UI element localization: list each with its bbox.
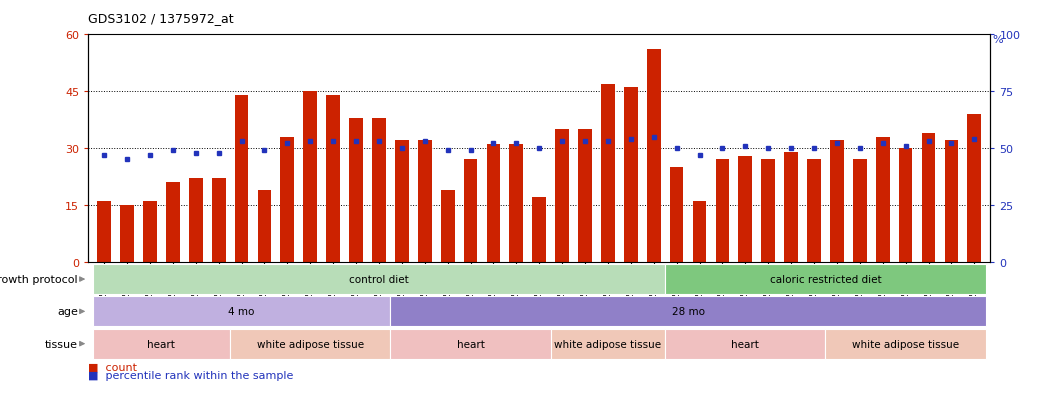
Bar [830, 141, 844, 262]
Bar [738, 156, 752, 262]
Bar [280, 138, 295, 262]
Bar [579, 130, 592, 262]
Bar [899, 149, 913, 262]
Bar [784, 152, 798, 262]
Bar [189, 179, 202, 262]
Bar [395, 141, 409, 262]
Text: heart: heart [731, 339, 759, 349]
Bar [647, 50, 661, 262]
Bar [441, 190, 454, 262]
Text: ■  count: ■ count [88, 362, 137, 372]
Bar [418, 141, 431, 262]
Bar [807, 160, 821, 262]
Bar [97, 202, 111, 262]
Bar [555, 130, 569, 262]
Bar [166, 183, 179, 262]
Text: GDS3102 / 1375972_at: GDS3102 / 1375972_at [88, 12, 233, 25]
Bar [257, 190, 272, 262]
Text: %: % [992, 35, 1003, 45]
Text: white adipose tissue: white adipose tissue [555, 339, 662, 349]
Text: growth protocol: growth protocol [0, 274, 78, 285]
Bar [761, 160, 775, 262]
Bar [304, 92, 317, 262]
Text: white adipose tissue: white adipose tissue [257, 339, 364, 349]
Text: control diet: control diet [349, 274, 409, 285]
Text: 28 mo: 28 mo [672, 306, 704, 317]
Text: white adipose tissue: white adipose tissue [852, 339, 959, 349]
Bar [716, 160, 729, 262]
Text: ■  percentile rank within the sample: ■ percentile rank within the sample [88, 370, 293, 380]
Text: age: age [57, 306, 78, 317]
Bar [876, 138, 890, 262]
Text: heart: heart [456, 339, 484, 349]
Text: caloric restricted diet: caloric restricted diet [769, 274, 881, 285]
Bar [349, 119, 363, 262]
Text: tissue: tissue [45, 339, 78, 349]
Bar [234, 96, 249, 262]
Bar [327, 96, 340, 262]
Bar [372, 119, 386, 262]
Text: 4 mo: 4 mo [228, 306, 255, 317]
Bar [532, 198, 546, 262]
Bar [120, 206, 134, 262]
Bar [945, 141, 958, 262]
Bar [509, 145, 524, 262]
Text: heart: heart [147, 339, 175, 349]
Bar [853, 160, 867, 262]
Bar [601, 84, 615, 262]
Bar [212, 179, 225, 262]
Bar [693, 202, 706, 262]
Bar [624, 88, 638, 262]
Bar [670, 168, 683, 262]
Bar [486, 145, 500, 262]
Bar [922, 133, 935, 262]
Bar [968, 115, 981, 262]
Bar [464, 160, 477, 262]
Bar [143, 202, 157, 262]
